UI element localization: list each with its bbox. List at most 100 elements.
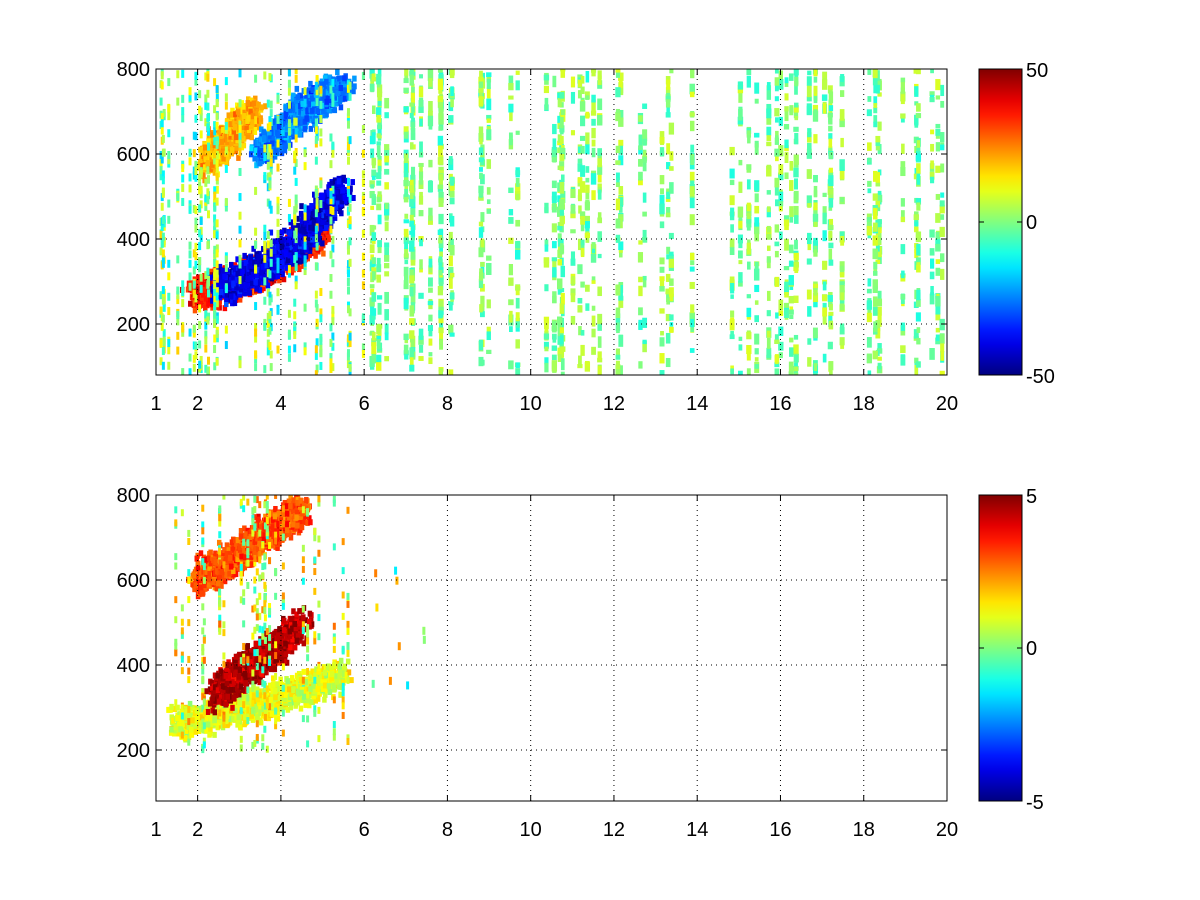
- heatmap-cell: [235, 270, 241, 277]
- heatmap-cell: [234, 289, 240, 296]
- heatmap-cell: [251, 128, 256, 135]
- heatmap-cell: [237, 267, 242, 274]
- heatmap-cell: [234, 277, 240, 284]
- heatmap-cell: [233, 265, 238, 272]
- heatmap-cell: [258, 160, 263, 167]
- heatmap-cell: [289, 239, 294, 246]
- heatmap-cell: [196, 274, 201, 281]
- heatmap-cell: [319, 232, 324, 239]
- heatmap-cell: [335, 198, 340, 205]
- heatmap-cell: [282, 147, 288, 154]
- heatmap-cell: [254, 140, 259, 147]
- heatmap-cell: [231, 275, 236, 282]
- heatmap-cell: [282, 227, 287, 234]
- heatmap-cell: [196, 293, 201, 300]
- heatmap-cell: [307, 247, 313, 254]
- heatmap-cell: [231, 280, 236, 287]
- heatmap-cell: [238, 286, 244, 293]
- heatmap-cell: [216, 279, 222, 286]
- heatmap-cell: [234, 284, 239, 291]
- heatmap-cell: [252, 155, 258, 162]
- heatmap-cell: [228, 293, 234, 300]
- heatmap-cell: [241, 142, 247, 149]
- heatmap-cell: [212, 142, 218, 149]
- heatmap-cell: [266, 265, 272, 272]
- heatmap-cell: [253, 95, 258, 102]
- heatmap-cell: [276, 244, 281, 251]
- heatmap-cell: [304, 246, 309, 253]
- heatmap-cell: [334, 190, 339, 197]
- heatmap-cell: [248, 101, 253, 108]
- heatmap-cell: [256, 101, 261, 108]
- heatmap-cell: [243, 103, 248, 110]
- heatmap-cell: [307, 231, 313, 238]
- heatmap-cell: [277, 145, 283, 152]
- heatmap-cell: [279, 263, 285, 270]
- heatmap-cell: [281, 276, 287, 283]
- heatmap-cell: [210, 301, 215, 308]
- heatmap-cell: [250, 280, 255, 287]
- heatmap-cell: [282, 120, 288, 127]
- heatmap-cell: [256, 279, 261, 286]
- heatmap-cell: [224, 274, 230, 281]
- heatmap-cell: [256, 253, 261, 260]
- heatmap-cell: [259, 104, 264, 111]
- heatmap-cell: [206, 300, 211, 307]
- heatmap-cell: [296, 239, 301, 246]
- heatmap-cell: [340, 177, 345, 184]
- heatmap-cell: [320, 240, 325, 247]
- heatmap-cell: [270, 118, 276, 125]
- heatmap-cell: [239, 100, 245, 107]
- heatmap-cell: [248, 254, 254, 261]
- heatmap-cell: [226, 146, 232, 153]
- heatmap-cell: [231, 133, 237, 140]
- heatmap-cell: [286, 236, 291, 243]
- heatmap-cell: [285, 139, 290, 146]
- heatmap-cell: [306, 251, 312, 258]
- heatmap-cell: [230, 296, 235, 303]
- heatmap-cell: [315, 219, 321, 226]
- heatmap-cell: [271, 136, 276, 143]
- heatmap-cell: [324, 203, 330, 210]
- heatmap-cell: [203, 305, 208, 312]
- heatmap-cell: [216, 149, 222, 156]
- heatmap-cell: [260, 144, 266, 151]
- heatmap-cell: [340, 187, 346, 194]
- heatmap-cell: [261, 136, 267, 143]
- heatmap-cell: [242, 109, 247, 116]
- heatmap-cell: [261, 133, 267, 140]
- heatmap-cell: [217, 128, 222, 135]
- heatmap-cell: [264, 136, 269, 143]
- heatmap-cell: [271, 273, 276, 280]
- heatmap-cell: [261, 263, 266, 270]
- heatmap-cell: [230, 300, 235, 307]
- heatmap-cell: [236, 154, 241, 161]
- heatmap-cell: [201, 172, 206, 179]
- heatmap-cell: [274, 254, 280, 261]
- heatmap-cell: [241, 265, 247, 272]
- heatmap-cell: [232, 300, 238, 307]
- heatmap-cell: [229, 140, 234, 147]
- heatmap-cell: [200, 163, 205, 170]
- heatmap-cell: [291, 266, 296, 273]
- heatmap-cell: [309, 203, 314, 210]
- heatmap-cell: [308, 221, 313, 228]
- heatmap-cell: [243, 259, 249, 266]
- heatmap-cell: [223, 158, 229, 165]
- heatmap-cell: [249, 145, 254, 152]
- heatmap-cell: [274, 145, 280, 152]
- heatmap-cell: [263, 103, 268, 110]
- heatmap-cell: [298, 240, 304, 247]
- heatmap-cell: [192, 307, 198, 314]
- heatmap-cell: [253, 111, 258, 118]
- heatmap-cell: [250, 271, 256, 278]
- heatmap-cell: [235, 256, 240, 263]
- heatmap-cell: [329, 180, 335, 187]
- heatmap-cell: [251, 100, 257, 107]
- heatmap-cell: [292, 245, 298, 252]
- heatmap-cell: [203, 164, 208, 171]
- heatmap-cell: [221, 155, 226, 162]
- heatmap-cell: [207, 150, 212, 157]
- heatmap-cell: [310, 236, 315, 243]
- heatmap-cell: [324, 224, 329, 231]
